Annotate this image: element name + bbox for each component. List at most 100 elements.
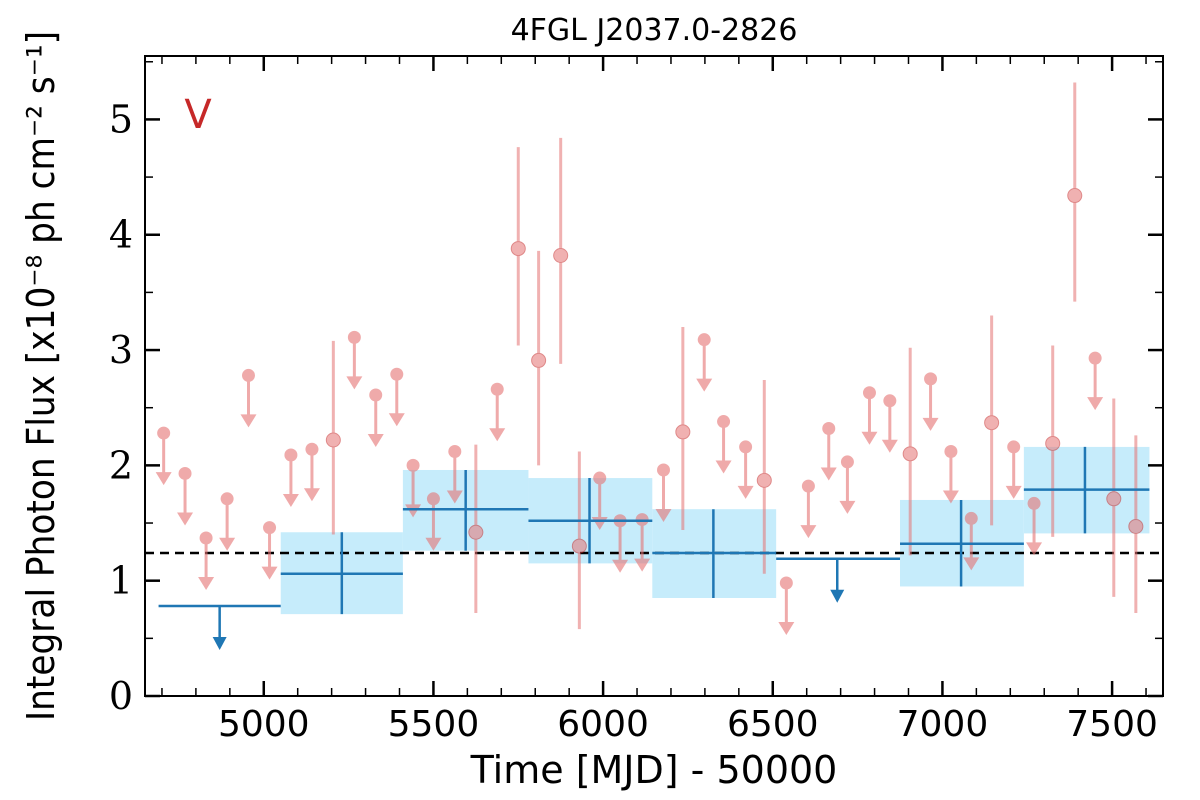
short-bin-upper-limit — [820, 421, 837, 481]
upper-limit-marker — [801, 479, 815, 493]
upper-limit-marker — [840, 455, 854, 469]
down-arrow-icon — [1005, 485, 1022, 499]
down-arrow-icon — [881, 439, 898, 453]
down-arrow-icon — [634, 558, 651, 572]
short-bin-upper-limit — [282, 448, 299, 507]
short-bin-marker — [325, 432, 341, 448]
short-bin-upper-limit — [922, 372, 939, 431]
y-tick-label: 2 — [109, 443, 133, 487]
upper-limit-marker — [263, 521, 277, 535]
x-tick-label: 5500 — [388, 704, 480, 745]
short-bin-point — [675, 326, 691, 530]
short-bin-marker — [1067, 188, 1083, 204]
down-arrow-icon — [212, 637, 227, 651]
y-tick-label: 0 — [109, 674, 133, 718]
upper-limit-marker — [1088, 351, 1102, 365]
short-bin-marker — [510, 241, 526, 257]
down-arrow-icon — [737, 485, 754, 499]
down-arrow-icon — [425, 537, 442, 551]
upper-limit-marker — [490, 382, 504, 396]
x-tick-label: 7000 — [897, 704, 989, 745]
long-bin-point — [280, 532, 403, 615]
short-bin-marker — [531, 352, 547, 368]
upper-limit-marker — [406, 458, 420, 472]
down-arrow-icon — [839, 500, 856, 514]
down-arrow-icon — [367, 434, 384, 448]
down-arrow-icon — [612, 559, 629, 573]
short-bin-point — [1045, 345, 1061, 537]
y-tick-label: 1 — [109, 559, 133, 603]
down-arrow-icon — [1026, 542, 1043, 556]
down-arrow-icon — [219, 537, 236, 551]
upper-limit-marker — [883, 394, 897, 408]
short-bin-marker — [984, 415, 1000, 431]
upper-limit-marker — [426, 492, 440, 506]
upper-limit-marker — [1027, 496, 1041, 510]
x-tick-label: 5000 — [218, 704, 310, 745]
short-bin-upper-limit — [388, 367, 405, 427]
upper-limit-marker — [924, 372, 938, 386]
short-bin-upper-limit — [778, 576, 795, 635]
short-bin-point — [531, 250, 547, 466]
plot-frame — [144, 55, 1164, 697]
down-arrow-icon — [261, 566, 278, 580]
short-bin-upper-limit — [881, 394, 898, 453]
short-bin-point — [984, 315, 1000, 526]
y-axis-label: Integral Photon Flux [x10⁻⁸ ph cm⁻² s⁻¹] — [19, 31, 63, 721]
upper-limit-marker — [779, 576, 793, 590]
down-arrow-icon — [155, 472, 172, 486]
short-bin-upper-limit — [367, 388, 384, 448]
short-bin-marker — [1045, 435, 1061, 451]
axes-ticks: 5000 5500 6000 6500 7000 7500 0 1 2 3 4 5 — [109, 56, 1163, 745]
short-bin-point — [902, 347, 918, 556]
short-bin-upper-limit — [963, 511, 980, 571]
upper-limit-marker — [199, 531, 213, 545]
upper-limit-marker — [657, 463, 671, 477]
upper-limit-marker — [284, 448, 298, 462]
short-bin-upper-limit — [261, 521, 278, 580]
short-bin-point — [510, 147, 526, 346]
upper-limit-marker — [822, 421, 836, 435]
short-bin-upper-limit — [198, 531, 215, 591]
short-bin-marker — [1106, 491, 1122, 507]
short-bin-point — [468, 444, 484, 613]
long-bin-point — [652, 509, 777, 598]
short-bin-upper-limit — [634, 513, 651, 572]
short-bin-upper-limit — [425, 492, 442, 551]
short-bin-point — [1106, 398, 1122, 597]
short-bin-upper-limit — [489, 382, 506, 442]
short-bin-upper-limit — [1005, 440, 1022, 499]
y-tick-label: 5 — [109, 97, 133, 141]
short-bin-marker — [675, 424, 691, 440]
upper-limit-marker — [964, 511, 978, 525]
down-arrow-icon — [778, 621, 795, 635]
short-bin-point — [1067, 82, 1083, 302]
down-arrow-icon — [800, 525, 817, 539]
short-bin-upper-limit — [737, 440, 754, 499]
panel-tag: V — [184, 92, 212, 138]
upper-limit-marker — [1007, 440, 1021, 454]
long-bin-point — [402, 469, 529, 551]
down-arrow-icon — [177, 512, 194, 526]
upper-limit-marker — [448, 445, 462, 459]
long-bin-upper-limit — [776, 557, 901, 603]
long-bin-upper-limit — [158, 604, 281, 651]
x-tick-label: 6000 — [557, 704, 649, 745]
short-bin-upper-limit — [942, 445, 959, 504]
upper-limit-marker — [944, 445, 958, 459]
short-bin-marker — [756, 472, 772, 488]
down-arrow-icon — [830, 589, 845, 603]
upper-limit-marker — [220, 492, 234, 506]
down-arrow-icon — [1087, 397, 1104, 411]
plot-content — [145, 82, 1163, 651]
y-tick-label: 4 — [109, 213, 133, 257]
short-bin-upper-limit — [346, 330, 363, 390]
upper-limit-marker — [178, 466, 192, 480]
upper-limit-marker — [739, 440, 753, 454]
short-bin-upper-limit — [696, 333, 713, 392]
upper-limit-marker — [369, 388, 383, 402]
down-arrow-icon — [861, 431, 878, 445]
short-bin-upper-limit — [1087, 351, 1104, 411]
down-arrow-icon — [489, 428, 506, 442]
